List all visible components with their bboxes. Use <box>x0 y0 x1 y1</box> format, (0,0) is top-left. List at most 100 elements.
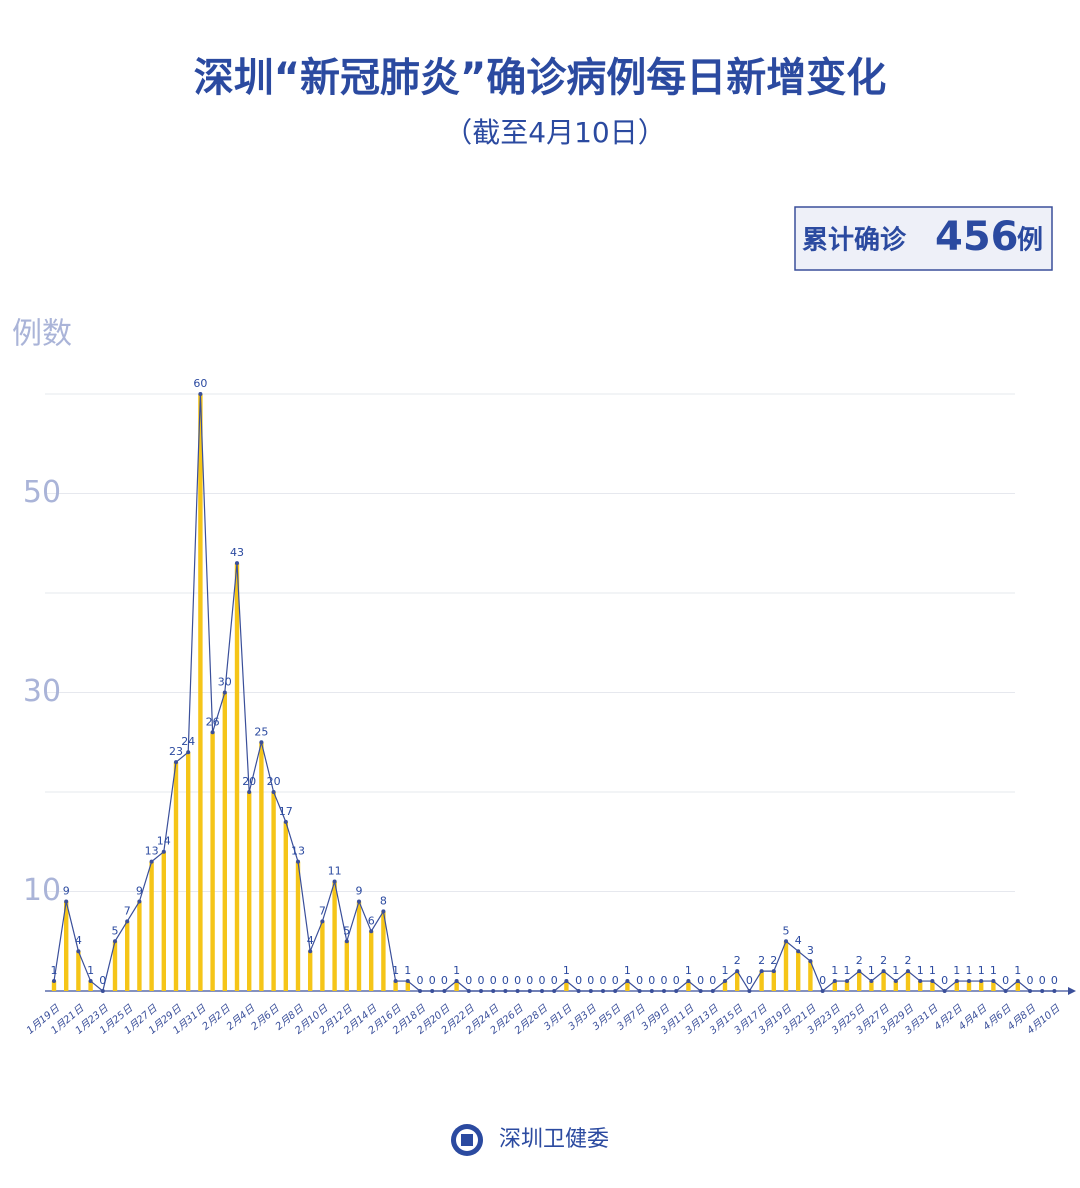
y-tick-label: 30 <box>23 674 61 709</box>
point <box>174 760 178 765</box>
point <box>454 979 459 984</box>
bar <box>149 861 154 991</box>
total-box <box>794 206 1053 271</box>
point <box>527 989 532 993</box>
data-label: 5 <box>783 924 790 937</box>
point <box>710 989 715 993</box>
bar <box>112 941 118 991</box>
point <box>784 939 788 944</box>
data-label: 1 <box>453 964 460 977</box>
point <box>357 899 361 904</box>
data-label: 0 <box>478 974 485 987</box>
point <box>991 979 996 984</box>
data-label: 1 <box>722 964 729 977</box>
data-label: 1 <box>917 964 924 977</box>
bar <box>369 931 374 991</box>
point <box>564 979 569 984</box>
bar <box>271 792 276 991</box>
data-label: 0 <box>1051 974 1058 987</box>
data-label: 0 <box>819 974 826 987</box>
point <box>552 989 557 993</box>
data-label: 23 <box>169 745 183 758</box>
point <box>674 989 679 993</box>
bar <box>332 881 337 991</box>
point <box>369 929 374 934</box>
data-label: 0 <box>490 974 497 987</box>
point <box>893 979 898 984</box>
point <box>137 899 142 904</box>
data-label: 4 <box>795 934 802 947</box>
point <box>808 959 813 964</box>
data-label: 0 <box>441 974 448 987</box>
bar <box>344 941 349 991</box>
data-label: 2 <box>880 954 887 967</box>
data-label: 1 <box>868 964 875 977</box>
bar <box>759 971 764 991</box>
point <box>832 979 837 984</box>
point <box>942 989 947 993</box>
data-label: 9 <box>356 884 363 897</box>
point <box>588 989 593 993</box>
data-label: 2 <box>770 954 777 967</box>
data-label: 0 <box>575 974 582 987</box>
data-label: 17 <box>279 805 293 818</box>
bar <box>51 981 57 991</box>
bar <box>869 981 874 991</box>
bar <box>832 981 837 991</box>
point <box>845 979 849 984</box>
total-label: 累计确诊 <box>802 225 907 256</box>
data-label: 43 <box>230 546 244 559</box>
point <box>918 979 923 984</box>
data-label: 1 <box>892 964 899 977</box>
data-label: 1 <box>953 964 960 977</box>
point <box>906 969 910 974</box>
y-tick-label: 50 <box>23 475 61 510</box>
point <box>161 849 166 854</box>
bar <box>381 911 386 991</box>
bar <box>735 971 740 991</box>
point <box>1052 989 1057 993</box>
bar <box>979 981 984 991</box>
data-label: 1 <box>624 964 631 977</box>
point <box>735 969 740 974</box>
chart-subtitle: （截至4月10日） <box>444 116 665 149</box>
bar <box>88 981 93 991</box>
point <box>259 740 264 745</box>
data-label: 0 <box>465 974 472 987</box>
data-label: 0 <box>746 974 753 987</box>
data-label: 0 <box>99 974 106 987</box>
data-label: 2 <box>734 954 741 967</box>
data-label: 26 <box>206 715 220 728</box>
point <box>52 979 56 984</box>
bar <box>259 742 264 991</box>
point <box>771 969 776 974</box>
point <box>662 989 666 993</box>
point <box>613 989 618 993</box>
chart-title: 深圳“新冠肺炎”确诊病例每日新增变化 <box>194 55 887 101</box>
data-label: 0 <box>1039 974 1046 987</box>
data-label: 0 <box>587 974 594 987</box>
bar <box>722 981 728 991</box>
bar <box>625 981 630 991</box>
point <box>747 989 752 993</box>
point <box>64 899 69 904</box>
point <box>125 919 130 924</box>
data-label: 0 <box>709 974 716 987</box>
point <box>222 690 227 695</box>
point <box>625 979 630 984</box>
point <box>796 949 801 954</box>
point <box>1040 989 1045 993</box>
point <box>149 859 154 864</box>
point <box>576 989 581 993</box>
point <box>308 949 313 954</box>
bar <box>844 981 850 991</box>
bar <box>64 901 69 991</box>
data-label: 1 <box>831 964 838 977</box>
point <box>418 989 422 993</box>
point <box>88 979 93 984</box>
data-label: 7 <box>124 904 131 917</box>
data-label: 9 <box>136 884 143 897</box>
bar <box>320 921 325 991</box>
data-label: 0 <box>600 974 607 987</box>
bar <box>796 951 801 991</box>
